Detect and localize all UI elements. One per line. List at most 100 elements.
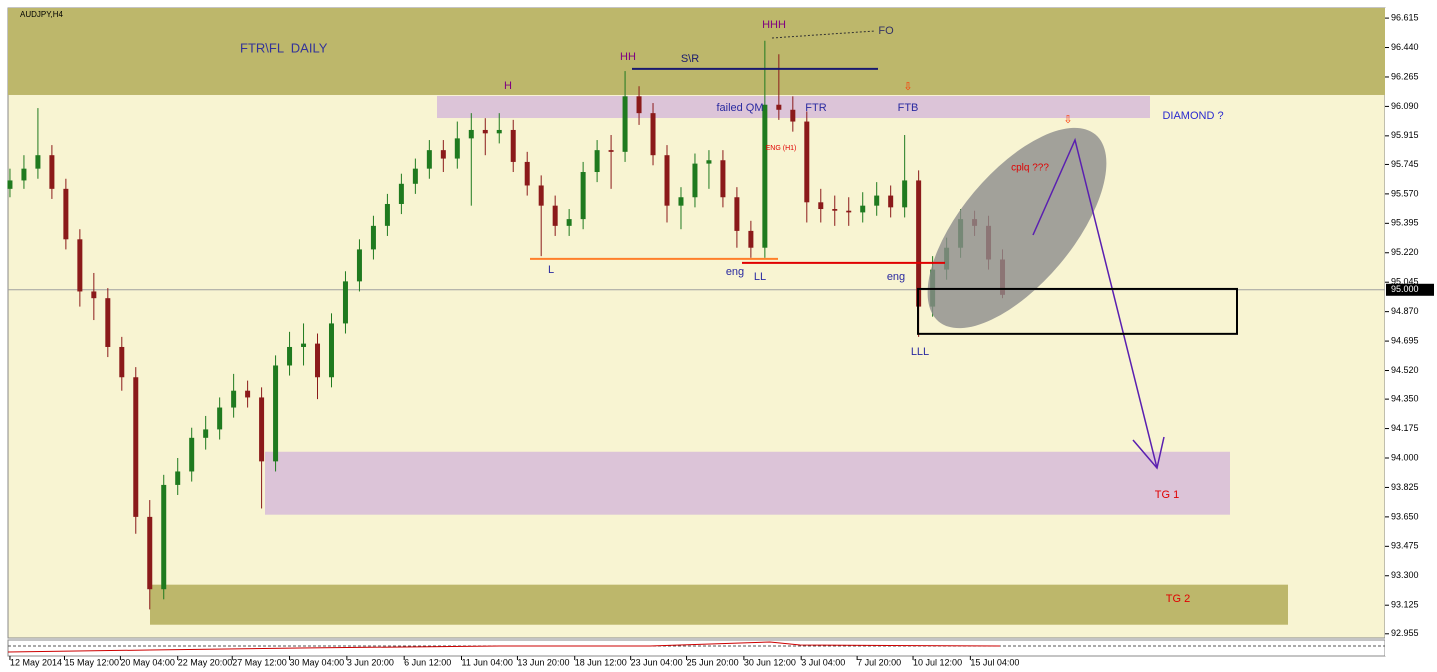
- candle-body: [496, 129, 502, 134]
- candle-body: [860, 205, 866, 213]
- y-tick-label: 94.175: [1391, 423, 1419, 433]
- candle-body: [692, 163, 698, 198]
- annotation: eng: [887, 271, 905, 283]
- candle-body: [916, 180, 922, 307]
- projection-arrow: [1032, 137, 1158, 469]
- arrow-head: [1132, 436, 1165, 470]
- y-tick-label: 94.870: [1391, 306, 1419, 316]
- candle-body: [734, 197, 740, 231]
- indicator-line: [7, 641, 1001, 653]
- y-tick-label: 93.475: [1391, 541, 1419, 551]
- x-tick-label: 11 Jun 04:00: [462, 657, 513, 667]
- annotation: LLL: [911, 346, 929, 358]
- candle-body: [217, 407, 223, 430]
- x-tick-label: 13 Jun 20:00: [517, 657, 569, 667]
- candle-body: [147, 516, 153, 590]
- x-tick-label: 12 May 2014: [10, 657, 62, 667]
- zone: [150, 584, 1288, 625]
- candle-body: [706, 160, 712, 164]
- y-tick-label: 93.300: [1391, 570, 1419, 580]
- annotation: ENG (H1): [766, 145, 797, 152]
- candle-body: [119, 346, 125, 378]
- overlays: 96.615 96.440 96.265 96.090 95.915 95.745 95.5…: [7, 8, 1437, 667]
- candle-body: [720, 160, 726, 198]
- annotation: FO: [878, 25, 894, 37]
- annotation: S\R: [681, 53, 699, 65]
- annotation: AUDJPY,H4: [20, 10, 64, 19]
- candle-body: [245, 390, 251, 398]
- candle-body: [426, 150, 432, 169]
- candle-body: [384, 203, 390, 226]
- y-tick-label: 93.650: [1391, 511, 1419, 521]
- candle-body: [580, 172, 586, 220]
- candle-body: [398, 183, 404, 204]
- y-tick-label: 93.825: [1391, 482, 1419, 492]
- candle-body: [776, 104, 782, 110]
- annotation: L: [548, 264, 554, 276]
- x-tick-label: 6 Jun 12:00: [404, 657, 451, 667]
- candle-body: [370, 225, 376, 250]
- annotation: H: [504, 80, 512, 92]
- candle-body: [678, 197, 684, 206]
- y-tick-label: 95.745: [1391, 159, 1419, 169]
- annotation: ⇩: [1063, 114, 1072, 126]
- y-tick-label: 95.220: [1391, 247, 1419, 257]
- x-tick-label: 25 Jun 20:00: [687, 657, 739, 667]
- last-price-label: 95.000: [1391, 284, 1419, 294]
- annotation: DIAMOND ?: [1162, 110, 1223, 122]
- x-tick-label: 23 Jun 04:00: [631, 657, 683, 667]
- annotation: cplq ???: [1011, 163, 1049, 174]
- y-tick-label: 95.395: [1391, 218, 1419, 228]
- candle-body: [7, 180, 13, 189]
- zones: [8, 8, 1385, 625]
- annotation: FTB: [898, 102, 919, 114]
- zone: [265, 451, 1230, 515]
- candle-body: [552, 205, 558, 226]
- y-tick-label: 94.695: [1391, 335, 1419, 345]
- y-tick-label: 96.615: [1391, 12, 1419, 22]
- candle-body: [259, 397, 265, 462]
- annotation: eng: [726, 266, 744, 278]
- x-tick-label: 7 Jul 20:00: [857, 657, 901, 667]
- annotation: TG 2: [1166, 593, 1190, 605]
- candle-body: [482, 129, 488, 134]
- candle-body: [902, 180, 908, 208]
- candle-body: [175, 471, 181, 485]
- annotation: TG 1: [1155, 489, 1179, 501]
- annotation: HH: [620, 51, 636, 63]
- x-tick-label: 18 Jun 12:00: [575, 657, 627, 667]
- candle-body: [888, 195, 894, 208]
- target-box: [917, 287, 1238, 335]
- candle-body: [846, 210, 852, 213]
- x-tick-label: 15 Jul 04:00: [970, 657, 1019, 667]
- candle-body: [161, 484, 167, 590]
- annotation: LL: [754, 271, 766, 283]
- candle-body: [35, 155, 41, 169]
- candle-body: [342, 281, 348, 324]
- y-tick-label: 95.570: [1391, 188, 1419, 198]
- candle-body: [608, 150, 614, 152]
- candle-body: [622, 96, 628, 152]
- y-tick-label: 94.350: [1391, 393, 1419, 403]
- annotation: ⇩: [903, 81, 912, 93]
- x-tick-label: 30 Jun 12:00: [744, 657, 796, 667]
- zone: [8, 8, 1385, 95]
- y-tick-label: 96.440: [1391, 42, 1419, 52]
- candle-body: [650, 113, 656, 156]
- annotation: HHH: [762, 19, 786, 31]
- annotation: FTR: [805, 102, 826, 114]
- x-tick-label: 10 Jul 12:00: [913, 657, 962, 667]
- candle-body: [538, 185, 544, 206]
- candle-body: [440, 150, 446, 159]
- x-tick-label: 3 Jun 20:00: [347, 657, 394, 667]
- y-tick-label: 95.915: [1391, 130, 1419, 140]
- candle-body: [328, 323, 334, 378]
- x-tick-label: 15 May 12:00: [64, 657, 119, 667]
- last-price-box: [1386, 283, 1434, 296]
- x-tick-label: 22 May 20:00: [178, 657, 233, 667]
- candle-body: [566, 219, 572, 226]
- candle-body: [510, 129, 516, 162]
- pattern-ellipse: [927, 127, 1107, 329]
- candle-body: [315, 343, 321, 378]
